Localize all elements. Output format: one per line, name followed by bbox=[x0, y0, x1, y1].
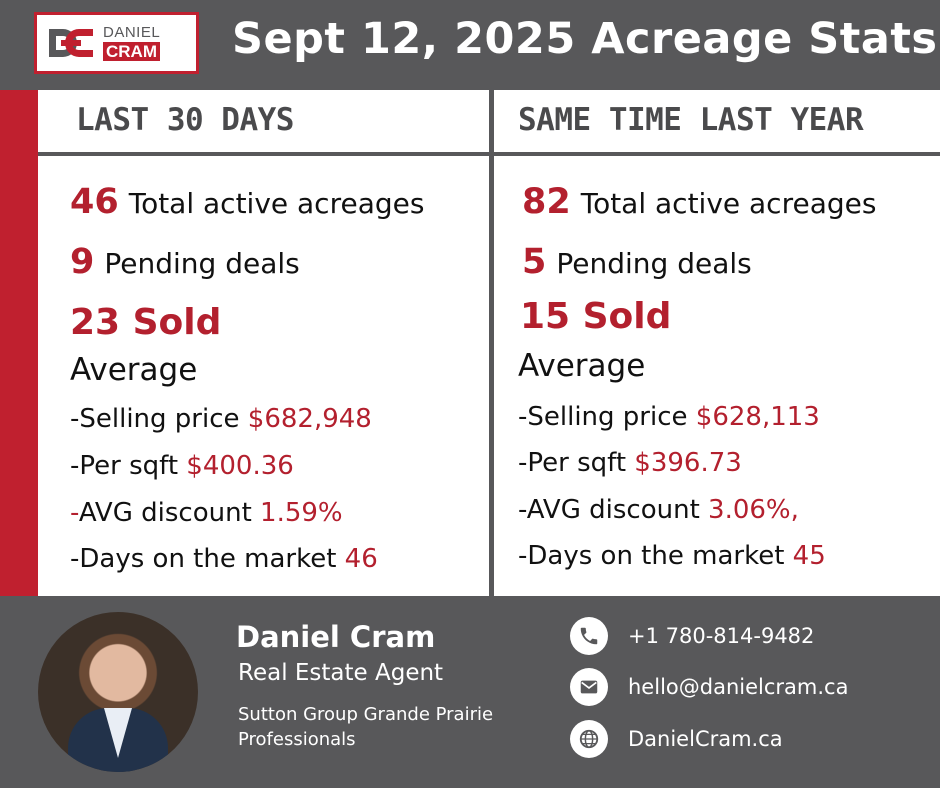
right-active-label: Total active acreages bbox=[580, 187, 877, 220]
right-days: -Days on the market 45 bbox=[518, 541, 826, 571]
accent-bar bbox=[0, 90, 38, 596]
right-pending-stat: 5 Pending deals bbox=[522, 242, 752, 282]
left-average-label: Average bbox=[70, 352, 198, 388]
left-pending-label: Pending deals bbox=[104, 247, 300, 280]
right-discount-value: 3.06%, bbox=[708, 495, 799, 525]
right-selling-price-value: $628,113 bbox=[695, 402, 820, 432]
right-active-stat: 82 Total active acreages bbox=[522, 182, 876, 222]
left-active-stat: 46 Total active acreages bbox=[70, 182, 424, 222]
right-selling-price: -Selling price $628,113 bbox=[518, 402, 820, 432]
right-days-label: -Days on the market bbox=[518, 541, 785, 571]
phone-icon bbox=[570, 617, 608, 655]
left-sold: 23 Sold bbox=[70, 302, 222, 343]
right-per-sqft-value: $396.73 bbox=[634, 448, 742, 478]
header-divider bbox=[38, 152, 940, 156]
left-per-sqft-value: $400.36 bbox=[186, 451, 294, 481]
website-contact[interactable]: DanielCram.ca bbox=[570, 720, 783, 758]
agent-company-line2: Professionals bbox=[238, 729, 356, 750]
phone-number: +1 780-814-9482 bbox=[628, 624, 815, 648]
left-discount-dash: - bbox=[70, 498, 79, 528]
right-average-label: Average bbox=[518, 348, 646, 384]
left-discount-label: AVG discount bbox=[78, 498, 252, 528]
right-days-value: 45 bbox=[792, 541, 826, 571]
left-days-value: 46 bbox=[344, 544, 378, 574]
agent-name: Daniel Cram bbox=[236, 620, 436, 654]
left-per-sqft: -Per sqft $400.36 bbox=[70, 451, 294, 481]
header: DANIEL CRAM Sept 12, 2025 Acreage Stats bbox=[0, 0, 940, 90]
right-per-sqft: -Per sqft $396.73 bbox=[518, 448, 742, 478]
right-active-count: 82 bbox=[522, 182, 571, 222]
stats-panel: LAST 30 DAYS 46 Total active acreages 9 Pe… bbox=[0, 90, 940, 596]
left-active-count: 46 bbox=[70, 182, 119, 222]
website-url: DanielCram.ca bbox=[628, 727, 783, 751]
logo-wordmark: DANIEL CRAM bbox=[103, 25, 160, 61]
agent-role: Real Estate Agent bbox=[238, 660, 444, 686]
left-column-heading: LAST 30 DAYS bbox=[76, 102, 294, 138]
logo-bottom-text: CRAM bbox=[103, 42, 160, 61]
agent-company-line1: Sutton Group Grande Prairie bbox=[238, 704, 494, 725]
agent-photo bbox=[38, 612, 198, 772]
contact-footer: Daniel Cram Real Estate Agent Sutton Gro… bbox=[0, 596, 940, 788]
left-per-sqft-label: -Per sqft bbox=[70, 451, 179, 481]
email-contact[interactable]: hello@danielcram.ca bbox=[570, 668, 848, 706]
email-address: hello@danielcram.ca bbox=[628, 675, 849, 699]
column-divider bbox=[489, 90, 494, 596]
phone-contact[interactable]: +1 780-814-9482 bbox=[570, 617, 814, 655]
right-discount: -AVG discount 3.06%, bbox=[518, 495, 799, 525]
mail-icon bbox=[570, 668, 608, 706]
right-selling-price-label: -Selling price bbox=[518, 402, 688, 432]
agent-company: Sutton Group Grande Prairie Professional… bbox=[238, 702, 493, 752]
right-pending-label: Pending deals bbox=[556, 247, 752, 280]
left-days-label: -Days on the market bbox=[70, 544, 337, 574]
left-discount-value: 1.59% bbox=[260, 498, 343, 528]
left-selling-price-label: -Selling price bbox=[70, 404, 240, 434]
left-selling-price: -Selling price $682,948 bbox=[70, 404, 372, 434]
right-per-sqft-label: -Per sqft bbox=[518, 448, 627, 478]
left-active-label: Total active acreages bbox=[128, 187, 425, 220]
right-column-heading: SAME TIME LAST YEAR bbox=[518, 102, 864, 138]
left-pending-stat: 9 Pending deals bbox=[70, 242, 300, 282]
globe-icon bbox=[570, 720, 608, 758]
right-sold: 15 Sold bbox=[520, 296, 672, 337]
left-discount: -AVG discount 1.59% bbox=[70, 498, 343, 528]
right-discount-label: -AVG discount bbox=[518, 495, 700, 525]
right-pending-count: 5 bbox=[522, 242, 547, 282]
left-pending-count: 9 bbox=[70, 242, 95, 282]
logo-mark-icon bbox=[47, 26, 95, 60]
logo-top-text: DANIEL bbox=[103, 24, 161, 41]
page-title: Sept 12, 2025 Acreage Stats bbox=[232, 14, 938, 64]
left-selling-price-value: $682,948 bbox=[247, 404, 372, 434]
left-days: -Days on the market 46 bbox=[70, 544, 378, 574]
brand-logo[interactable]: DANIEL CRAM bbox=[34, 12, 199, 74]
